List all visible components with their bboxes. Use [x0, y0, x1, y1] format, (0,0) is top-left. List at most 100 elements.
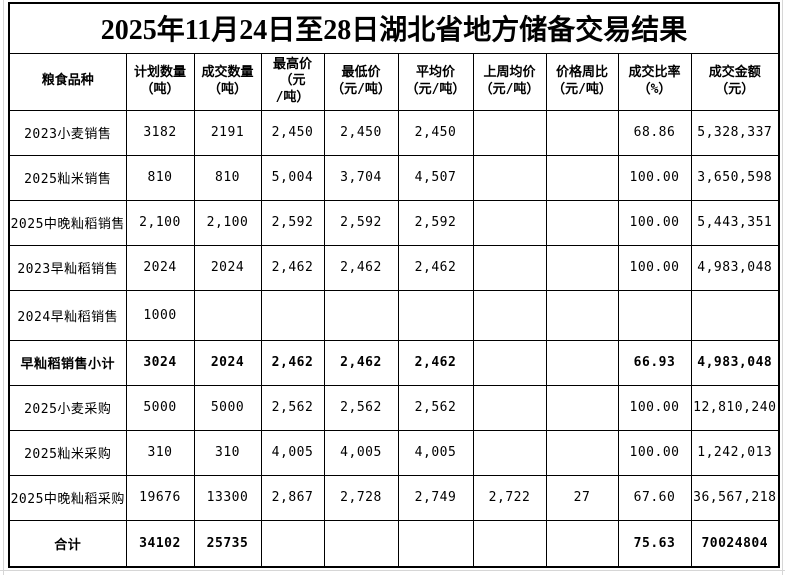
cell-weekly-price-change [545, 429, 619, 476]
cell-highest-price: 2,592 [260, 199, 325, 246]
cell-grain-variety: 2025中晚籼稻销售 [8, 199, 127, 246]
column-header-planned-quantity: 计划数量 （吨） [125, 52, 195, 111]
cell-highest-price: 2,462 [260, 244, 325, 291]
cell-trade-ratio: 100.00 [617, 429, 692, 476]
cell-grain-variety: 2023小麦销售 [8, 109, 127, 156]
cell-last-week-average [472, 154, 547, 201]
cell-trade-ratio: 100.00 [617, 154, 692, 201]
cell-lowest-price [323, 519, 399, 568]
cell-trade-amount: 70024804 [690, 519, 780, 568]
cell-trade-ratio: 66.93 [617, 339, 692, 386]
column-header-weekly-price-change: 价格周比 （元/吨） [545, 52, 619, 111]
cell-highest-price: 2,562 [260, 384, 325, 431]
cell-traded-quantity: 810 [193, 154, 262, 201]
column-header-trade-ratio: 成交比率 （%） [617, 52, 692, 111]
cell-trade-ratio: 100.00 [617, 244, 692, 291]
trade-results-table: 2025年11月24日至28日湖北省地方储备交易结果 粮食品种 计划数量 （吨）… [8, 2, 781, 568]
cell-lowest-price: 2,562 [323, 384, 399, 431]
cell-grain-variety: 早籼稻销售小计 [8, 339, 127, 386]
cell-lowest-price: 2,592 [323, 199, 399, 246]
cell-lowest-price: 2,450 [323, 109, 399, 156]
cell-lowest-price: 2,728 [323, 474, 399, 521]
cell-trade-amount: 1,242,013 [690, 429, 780, 476]
cell-last-week-average [472, 519, 547, 568]
cell-planned-quantity: 2,100 [125, 199, 195, 246]
cell-grain-variety: 2025籼米销售 [8, 154, 127, 201]
table-row: 2023小麦销售 3182 2191 2,450 2,450 2,450 68.… [8, 109, 780, 156]
cell-weekly-price-change [545, 339, 619, 386]
column-header-grain-variety: 粮食品种 [8, 52, 127, 111]
table-row: 2025中晚籼稻销售 2,100 2,100 2,592 2,592 2,592… [8, 199, 780, 246]
cell-weekly-price-change [545, 519, 619, 568]
cell-last-week-average [472, 244, 547, 291]
column-header-trade-amount: 成交金额 （元） [690, 52, 780, 111]
title-row: 2025年11月24日至28日湖北省地方储备交易结果 [8, 2, 780, 54]
cell-average-price: 2,562 [397, 384, 474, 431]
table-body: 2023小麦销售 3182 2191 2,450 2,450 2,450 68.… [8, 109, 780, 568]
table-row: 2024早籼稻销售 1000 [8, 289, 780, 341]
cell-trade-ratio: 68.86 [617, 109, 692, 156]
cell-trade-ratio [617, 289, 692, 341]
cell-trade-ratio: 100.00 [617, 384, 692, 431]
cell-trade-amount: 12,810,240 [690, 384, 780, 431]
cell-average-price [397, 289, 474, 341]
column-header-average-price: 平均价 （元/吨） [397, 52, 474, 111]
cell-trade-amount: 4,983,048 [690, 244, 780, 291]
cell-last-week-average [472, 199, 547, 246]
cell-planned-quantity: 310 [125, 429, 195, 476]
cell-average-price: 4,005 [397, 429, 474, 476]
cell-last-week-average [472, 109, 547, 156]
cell-grain-variety: 2025中晚籼稻采购 [8, 474, 127, 521]
cell-planned-quantity: 19676 [125, 474, 195, 521]
cell-last-week-average: 2,722 [472, 474, 547, 521]
cell-weekly-price-change [545, 154, 619, 201]
cell-trade-ratio: 100.00 [617, 199, 692, 246]
cell-trade-amount: 5,328,337 [690, 109, 780, 156]
cell-average-price: 2,592 [397, 199, 474, 246]
spreadsheet-gridline-bottom [0, 570, 785, 571]
page-title: 2025年11月24日至28日湖北省地方储备交易结果 [8, 2, 780, 54]
cell-lowest-price: 2,462 [323, 244, 399, 291]
cell-traded-quantity: 2,100 [193, 199, 262, 246]
cell-average-price: 2,462 [397, 339, 474, 386]
cell-traded-quantity: 13300 [193, 474, 262, 521]
table-row: 2025籼米采购 310 310 4,005 4,005 4,005 100.0… [8, 429, 780, 476]
cell-traded-quantity: 25735 [193, 519, 262, 568]
cell-trade-amount: 3,650,598 [690, 154, 780, 201]
table-row: 2025小麦采购 5000 5000 2,562 2,562 2,562 100… [8, 384, 780, 431]
table-row: 早籼稻销售小计 3024 2024 2,462 2,462 2,462 66.9… [8, 339, 780, 386]
cell-highest-price: 2,867 [260, 474, 325, 521]
cell-weekly-price-change [545, 199, 619, 246]
cell-trade-ratio: 75.63 [617, 519, 692, 568]
cell-planned-quantity: 810 [125, 154, 195, 201]
cell-planned-quantity: 3024 [125, 339, 195, 386]
cell-lowest-price: 2,462 [323, 339, 399, 386]
cell-average-price [397, 519, 474, 568]
cell-trade-amount [690, 289, 780, 341]
cell-highest-price: 4,005 [260, 429, 325, 476]
cell-grain-variety: 合计 [8, 519, 127, 568]
cell-planned-quantity: 5000 [125, 384, 195, 431]
cell-lowest-price [323, 289, 399, 341]
column-header-lowest-price: 最低价 （元/吨） [323, 52, 399, 111]
cell-weekly-price-change [545, 244, 619, 291]
cell-highest-price [260, 289, 325, 341]
table-row: 2023早籼稻销售 2024 2024 2,462 2,462 2,462 10… [8, 244, 780, 291]
cell-trade-amount: 36,567,218 [690, 474, 780, 521]
cell-average-price: 2,462 [397, 244, 474, 291]
cell-weekly-price-change [545, 289, 619, 341]
table-row: 合计 34102 25735 75.63 70024804 [8, 519, 780, 568]
cell-average-price: 2,450 [397, 109, 474, 156]
cell-traded-quantity: 2024 [193, 244, 262, 291]
cell-weekly-price-change [545, 109, 619, 156]
cell-traded-quantity: 5000 [193, 384, 262, 431]
cell-trade-ratio: 67.60 [617, 474, 692, 521]
header-row: 粮食品种 计划数量 （吨） 成交数量 （吨） 最高价 （元 /吨） 最低价 （元… [8, 52, 780, 111]
cell-last-week-average [472, 289, 547, 341]
cell-lowest-price: 3,704 [323, 154, 399, 201]
cell-highest-price: 2,450 [260, 109, 325, 156]
cell-traded-quantity: 2191 [193, 109, 262, 156]
cell-last-week-average [472, 384, 547, 431]
spreadsheet-gridline-right [782, 0, 783, 575]
cell-weekly-price-change: 27 [545, 474, 619, 521]
